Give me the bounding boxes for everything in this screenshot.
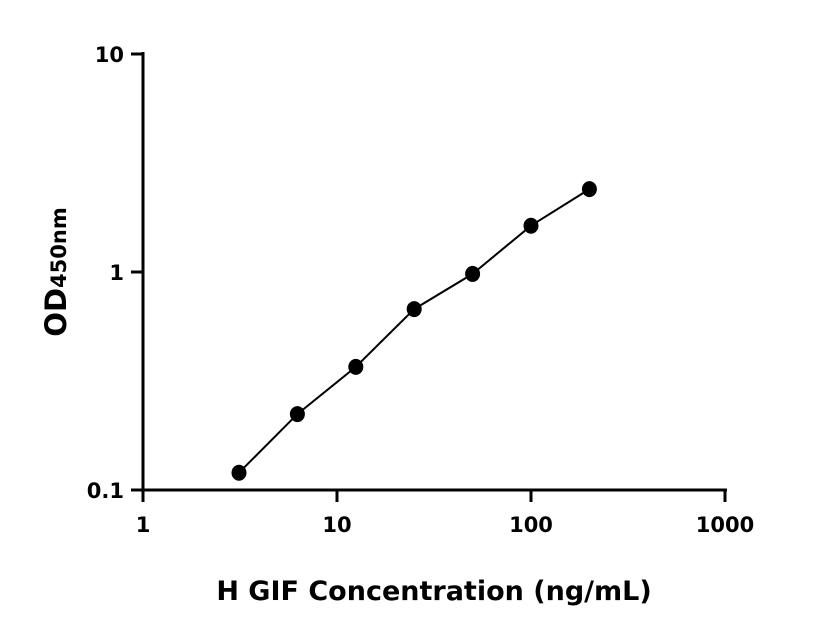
y-tick-label: 1 <box>109 261 124 285</box>
y-tick-label: 0.1 <box>87 479 124 503</box>
data-point <box>465 265 481 282</box>
data-point <box>231 464 247 481</box>
y-axis-label-sub: 450nm <box>47 207 71 288</box>
x-axis-label: H GIF Concentration (ng/mL) <box>216 576 651 607</box>
data-point <box>289 406 305 423</box>
x-tick-label: 1000 <box>696 513 754 537</box>
data-point <box>523 217 539 234</box>
x-tick-label: 10 <box>322 513 351 537</box>
y-tick-label: 10 <box>95 43 124 67</box>
x-tick-label: 100 <box>509 513 553 537</box>
x-tick-label: 1 <box>136 513 151 537</box>
data-point <box>406 301 422 318</box>
axes <box>141 52 727 492</box>
fit-curve <box>238 188 590 474</box>
y-axis-label: OD450nm <box>39 207 73 336</box>
data-point <box>348 358 364 375</box>
y-axis-label-main: OD <box>39 288 73 337</box>
data-point <box>581 181 597 198</box>
